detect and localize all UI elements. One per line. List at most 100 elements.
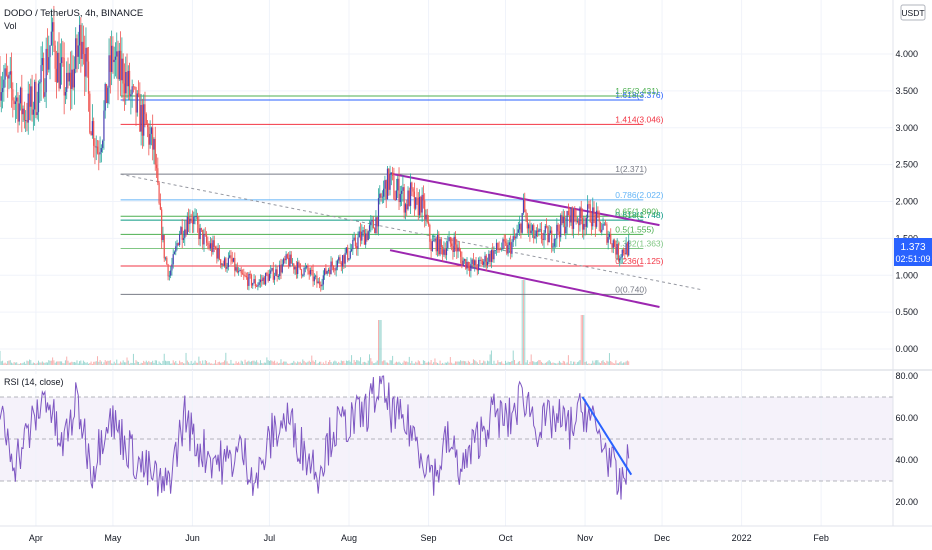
candle-body — [472, 259, 475, 266]
rsi-lines — [0, 375, 893, 500]
candle-body — [442, 246, 444, 255]
rsi-label-box[interactable]: RSI (14, close) — [2, 374, 64, 388]
volume-bar — [528, 363, 530, 365]
candle-body — [172, 254, 174, 265]
dashed-support-line[interactable] — [120, 173, 704, 291]
volume-bar — [456, 361, 458, 365]
volume-bar — [34, 363, 36, 365]
candle-body — [624, 252, 626, 255]
volume-bar — [349, 361, 351, 365]
volume-bar — [67, 360, 69, 365]
volume-bar — [345, 360, 347, 365]
volume-bar — [31, 363, 33, 365]
volume-bar — [235, 361, 237, 365]
candle-body — [429, 224, 431, 242]
candle-body — [326, 271, 328, 274]
volume-bar — [406, 361, 408, 365]
candle-body — [175, 246, 177, 252]
volume-bar — [334, 360, 336, 365]
price-tick-label: 4.000 — [895, 49, 918, 59]
volume-bar — [184, 363, 186, 365]
candle-body — [448, 237, 450, 242]
volume-bar — [211, 363, 213, 365]
volume-bar — [603, 362, 605, 365]
candle-body — [163, 234, 165, 259]
volume-bar — [386, 362, 388, 365]
rsi-axis[interactable]: 80.00 60.00 40.00 20.00 — [895, 371, 918, 507]
volume-bar — [619, 362, 621, 365]
candle-body — [275, 269, 277, 276]
volume-bar — [234, 363, 236, 365]
candle-body — [616, 243, 618, 255]
volume-bar — [557, 362, 559, 365]
volume-bar — [443, 363, 445, 365]
candle-body — [8, 74, 10, 79]
currency-badge[interactable]: USDT — [900, 4, 926, 21]
volume-bar — [103, 362, 105, 365]
candle-body — [534, 236, 536, 239]
channel-lower-line[interactable] — [389, 249, 660, 308]
volume-bars — [0, 280, 630, 365]
candle-body — [327, 269, 330, 272]
volume-bar — [497, 360, 499, 365]
candle-body — [383, 188, 385, 197]
candle-body — [190, 218, 192, 220]
volume-bar — [379, 320, 381, 365]
candle-body — [254, 279, 256, 287]
candle-body — [556, 224, 558, 239]
candle-body — [295, 266, 297, 275]
volume-bar — [578, 361, 580, 365]
candle-body — [271, 268, 273, 271]
candle-body — [602, 224, 604, 230]
candle-body — [84, 53, 86, 77]
volume-bar — [44, 362, 46, 365]
volume-bar — [193, 362, 195, 365]
volume-bar — [268, 361, 270, 365]
symbol-title[interactable]: DODO / TetherUS, 4h, BINANCE — [4, 8, 143, 19]
candle-body — [386, 168, 389, 200]
candle-body — [253, 279, 255, 284]
volume-bar — [233, 363, 235, 365]
candle-body — [262, 277, 264, 281]
candle-body — [132, 86, 135, 88]
candle-body — [85, 47, 87, 77]
rsi-trendline[interactable] — [581, 396, 633, 476]
volume-bar — [75, 362, 77, 365]
volume-bar — [358, 361, 360, 365]
candle-body — [449, 237, 451, 244]
volume-bar — [154, 360, 156, 365]
volume-bar — [226, 361, 228, 365]
candle-body — [548, 233, 550, 243]
candle-body — [400, 190, 403, 194]
volume-bar — [531, 361, 533, 365]
candle-body — [329, 269, 331, 275]
candle-body — [102, 140, 104, 148]
candle-body — [293, 263, 295, 270]
volume-bar — [460, 360, 462, 365]
candle-body — [114, 56, 117, 60]
volume-bar — [276, 361, 278, 365]
candle-body — [569, 215, 571, 223]
time-tick-label: May — [104, 533, 122, 543]
volume-bar — [215, 360, 217, 365]
volume-bar — [94, 361, 96, 365]
volume-bar — [376, 360, 378, 365]
candle-body — [144, 104, 146, 115]
volume-bar — [49, 360, 51, 365]
candle-body — [194, 216, 196, 218]
volume-bar — [0, 361, 2, 365]
volume-bar — [257, 362, 259, 365]
time-axis[interactable]: Apr May Jun Jul Aug Sep Oct Nov Dec 2022 Feb — [29, 533, 829, 543]
candle-body — [422, 194, 425, 201]
candle-body — [202, 229, 204, 245]
volume-bar — [451, 362, 453, 365]
volume-bar — [424, 360, 426, 365]
volume-bar — [252, 360, 254, 365]
candle-body — [589, 204, 591, 222]
volume-bar — [457, 361, 459, 365]
price-axis[interactable]: 4.0003.5003.0002.5002.0001.5001.0000.500… — [895, 49, 918, 354]
volume-bar — [590, 363, 592, 365]
volume-bar — [395, 361, 397, 365]
candle-body — [240, 269, 242, 274]
